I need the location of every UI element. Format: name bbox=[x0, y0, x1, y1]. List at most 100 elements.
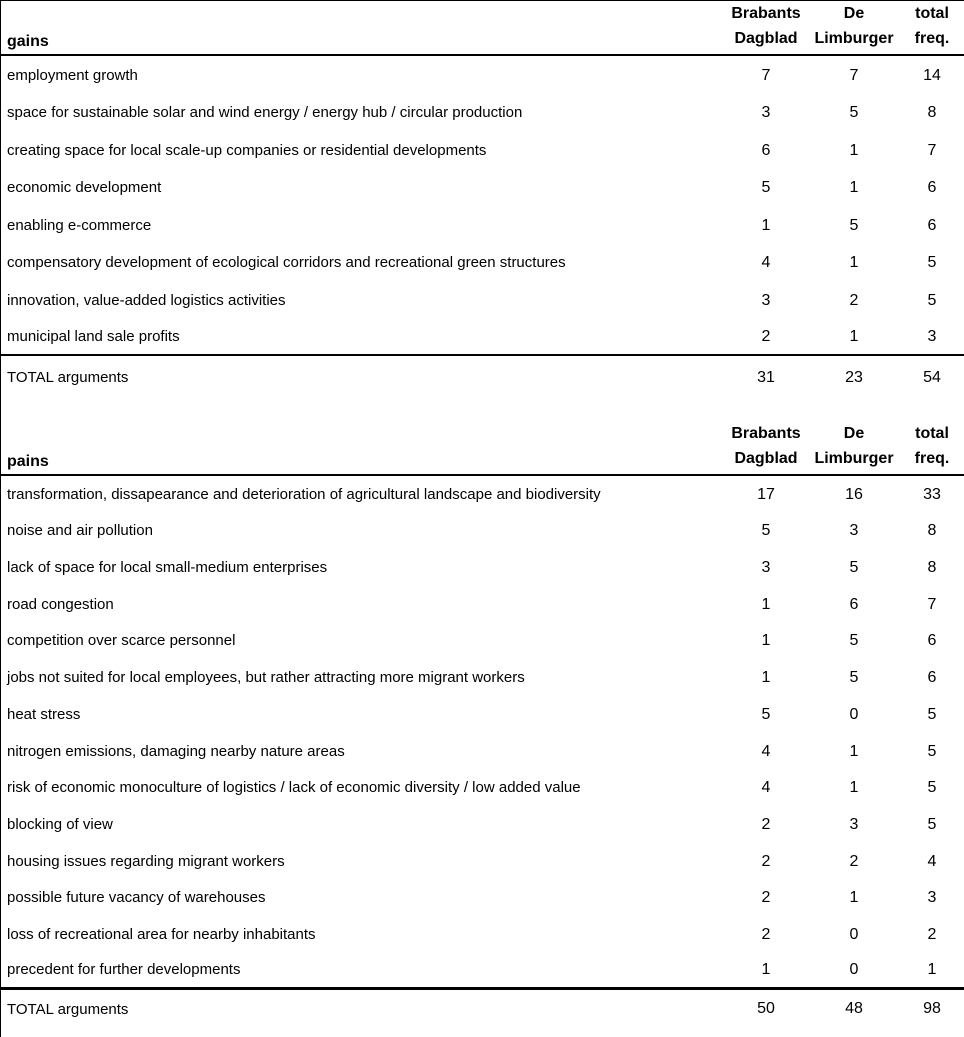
row-value: 4 bbox=[761, 742, 771, 760]
table-row: nitrogen emissions, damaging nearby natu… bbox=[1, 732, 964, 769]
row-label: lack of space for local small-medium ent… bbox=[7, 559, 328, 577]
total-value: 48 bbox=[808, 987, 900, 1029]
table-row: creating space for local scale-up compan… bbox=[1, 130, 964, 168]
row-label: transformation, dissapearance and deteri… bbox=[7, 485, 601, 503]
column-header-line: freq. bbox=[914, 30, 950, 47]
row-label: innovation, value-added logistics activi… bbox=[7, 291, 286, 309]
row-value: 3 bbox=[927, 328, 937, 345]
row-value: 1 bbox=[761, 216, 771, 234]
row-value: 2 bbox=[761, 925, 771, 943]
row-label: municipal land sale profits bbox=[7, 328, 180, 345]
row-value: 2 bbox=[849, 291, 859, 309]
row-value: 2 bbox=[761, 815, 771, 833]
table-row: jobs not suited for local employees, but… bbox=[1, 658, 964, 695]
row-label: noise and air pollution bbox=[7, 522, 153, 540]
pains-total-row: TOTAL arguments 50 48 98 bbox=[1, 987, 964, 1029]
row-value: 6 bbox=[849, 595, 859, 613]
table-row: noise and air pollution 5 3 8 bbox=[1, 512, 964, 549]
row-label: precedent for further developments bbox=[7, 961, 241, 979]
column-header-brabants-dagblad: Brabants Dagblad bbox=[724, 421, 808, 476]
table-row: innovation, value-added logistics activi… bbox=[1, 280, 964, 318]
column-header-line: De bbox=[843, 425, 865, 442]
row-value: 1 bbox=[849, 179, 859, 196]
row-value: 6 bbox=[927, 669, 937, 687]
row-value: 2 bbox=[927, 925, 937, 943]
row-value: 4 bbox=[761, 254, 771, 271]
row-value: 1 bbox=[849, 141, 859, 159]
row-value: 4 bbox=[761, 779, 771, 797]
row-value: 14 bbox=[923, 66, 941, 84]
column-header-line: De bbox=[843, 5, 865, 22]
row-label: risk of economic monoculture of logistic… bbox=[7, 779, 581, 797]
row-label: creating space for local scale-up compan… bbox=[7, 141, 487, 159]
row-value: 3 bbox=[761, 104, 771, 121]
row-value: 2 bbox=[849, 852, 859, 870]
table-row: employment growth 7 7 14 bbox=[1, 55, 964, 93]
column-header-line: Brabants bbox=[731, 425, 801, 442]
row-value: 5 bbox=[761, 522, 771, 540]
row-value: 0 bbox=[849, 961, 859, 979]
column-header-line: total bbox=[915, 425, 949, 442]
row-label: road congestion bbox=[7, 595, 114, 613]
column-header-brabants-dagblad: Brabants Dagblad bbox=[724, 0, 808, 56]
row-value: 1 bbox=[849, 254, 859, 271]
table-row: heat stress 5 0 5 bbox=[1, 695, 964, 732]
table-row: lack of space for local small-medium ent… bbox=[1, 548, 964, 585]
row-value: 1 bbox=[849, 779, 859, 797]
column-header-de-limburger: De Limburger bbox=[808, 421, 900, 476]
gains-total-row: TOTAL arguments 31 23 54 bbox=[1, 354, 964, 399]
row-value: 6 bbox=[927, 632, 937, 650]
column-header-total-freq: total freq. bbox=[900, 421, 964, 476]
row-value: 5 bbox=[927, 815, 937, 833]
total-value: 23 bbox=[808, 354, 900, 399]
pains-table: pains Brabants Dagblad De Limburger tota… bbox=[1, 421, 964, 1029]
row-value: 0 bbox=[849, 705, 859, 723]
row-value: 33 bbox=[923, 485, 941, 503]
column-header-line: freq. bbox=[914, 450, 950, 467]
row-value: 5 bbox=[761, 705, 771, 723]
row-value: 2 bbox=[761, 328, 771, 345]
row-label: possible future vacancy of warehouses bbox=[7, 889, 266, 907]
table-row: competition over scarce personnel 1 5 6 bbox=[1, 622, 964, 659]
row-value: 5 bbox=[927, 779, 937, 797]
row-label: blocking of view bbox=[7, 815, 113, 833]
row-label: space for sustainable solar and wind ene… bbox=[7, 104, 523, 121]
row-value: 5 bbox=[927, 254, 937, 271]
row-value: 6 bbox=[927, 216, 937, 234]
row-value: 1 bbox=[761, 595, 771, 613]
row-value: 17 bbox=[757, 485, 775, 503]
row-value: 1 bbox=[761, 961, 771, 979]
row-value: 7 bbox=[761, 66, 771, 84]
row-value: 3 bbox=[761, 291, 771, 309]
column-header-line: Dagblad bbox=[734, 450, 798, 467]
table-row: risk of economic monoculture of logistic… bbox=[1, 769, 964, 806]
table-row: loss of recreational area for nearby inh… bbox=[1, 915, 964, 952]
row-value: 2 bbox=[761, 852, 771, 870]
pains-rows: transformation, dissapearance and deteri… bbox=[1, 475, 964, 989]
row-value: 1 bbox=[761, 632, 771, 650]
table-row: municipal land sale profits 2 1 3 bbox=[1, 318, 964, 356]
row-value: 8 bbox=[927, 522, 937, 540]
row-value: 4 bbox=[927, 852, 937, 870]
total-value: 50 bbox=[724, 987, 808, 1029]
row-label: loss of recreational area for nearby inh… bbox=[7, 925, 316, 943]
gains-table-title: gains bbox=[1, 0, 724, 56]
row-value: 3 bbox=[927, 889, 937, 907]
row-value: 1 bbox=[927, 961, 937, 979]
row-value: 7 bbox=[849, 66, 859, 84]
row-value: 7 bbox=[927, 595, 937, 613]
row-value: 6 bbox=[927, 179, 937, 196]
gains-header-row: gains Brabants Dagblad De Limburger tota… bbox=[1, 0, 964, 56]
table-row: space for sustainable solar and wind ene… bbox=[1, 93, 964, 131]
row-label: housing issues regarding migrant workers bbox=[7, 852, 285, 870]
row-label: economic development bbox=[7, 179, 162, 196]
row-label: compensatory development of ecological c… bbox=[7, 254, 566, 271]
table-row: housing issues regarding migrant workers… bbox=[1, 842, 964, 879]
column-header-de-limburger: De Limburger bbox=[808, 0, 900, 56]
row-value: 0 bbox=[849, 925, 859, 943]
row-value: 5 bbox=[761, 179, 771, 196]
row-value: 5 bbox=[849, 104, 859, 121]
column-header-line: Dagblad bbox=[734, 30, 798, 47]
row-value: 6 bbox=[761, 141, 771, 159]
row-value: 5 bbox=[849, 216, 859, 234]
